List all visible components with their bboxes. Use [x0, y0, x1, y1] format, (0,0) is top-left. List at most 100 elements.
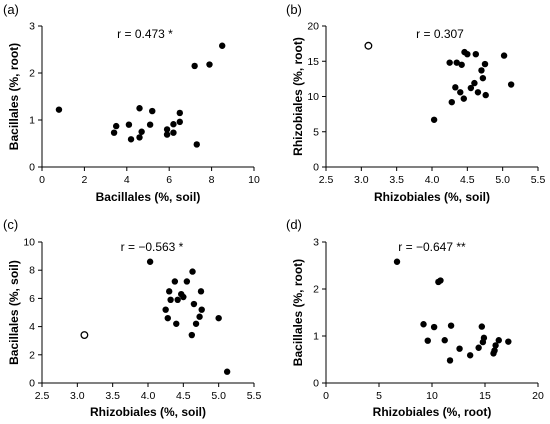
y-tick-label: 0	[313, 162, 319, 174]
data-point	[495, 337, 502, 344]
x-tick-label: 15	[479, 390, 491, 402]
data-point	[163, 126, 171, 133]
y-tick-label: 4	[29, 321, 35, 333]
data-point	[446, 59, 453, 66]
data-point	[163, 131, 171, 138]
data-point	[162, 306, 169, 313]
correlation-annotation: r = 0.307	[416, 27, 464, 41]
data-point	[198, 306, 205, 313]
data-point	[458, 61, 465, 68]
data-point	[191, 62, 198, 70]
data-point	[183, 278, 191, 285]
y-tick-label: 0	[313, 378, 319, 390]
x-tick-label: 5.0	[495, 174, 510, 186]
data-point	[170, 129, 177, 136]
y-tick-label: 10	[307, 91, 319, 103]
data-point	[447, 322, 455, 329]
y-axis-label: Bacillales (%, soil)	[7, 260, 21, 365]
data-point	[467, 84, 475, 92]
data-point	[430, 323, 438, 331]
x-tick-label: 4.5	[176, 390, 191, 402]
data-point	[479, 74, 487, 82]
x-axis-label: Rhizobiales (%, root)	[373, 405, 492, 419]
data-point	[176, 118, 183, 126]
data-point	[492, 342, 499, 349]
panel-label: (d)	[286, 217, 302, 232]
data-point	[393, 258, 401, 265]
x-tick-label: 2.5	[35, 390, 50, 402]
data-point	[174, 296, 181, 304]
data-point	[420, 321, 427, 328]
x-tick-label: 8	[209, 174, 215, 186]
panel-label: (b)	[286, 2, 302, 17]
data-point	[446, 357, 454, 364]
x-tick-label: 0	[323, 390, 329, 402]
data-point	[475, 344, 482, 351]
y-tick-label: 2	[313, 284, 319, 296]
x-tick-label: 3.5	[389, 174, 404, 186]
data-point	[146, 258, 154, 265]
x-tick-label: 10	[248, 174, 260, 186]
data-point	[167, 296, 174, 304]
data-point	[481, 60, 489, 68]
x-axis-label: Rhizobiales (%, soil)	[90, 405, 206, 419]
x-tick-label: 0	[39, 174, 45, 186]
x-tick-label: 5.5	[247, 390, 262, 402]
data-point	[505, 338, 512, 345]
outlier-point	[80, 331, 89, 340]
x-tick-label: 5	[376, 390, 382, 402]
data-point	[448, 98, 455, 106]
data-point	[189, 268, 196, 275]
x-tick-label: 20	[532, 390, 544, 402]
data-point	[456, 345, 463, 352]
outlier-point	[364, 41, 373, 50]
data-point	[197, 288, 205, 295]
data-point	[482, 91, 489, 99]
panel-label: (c)	[3, 217, 18, 232]
correlation-annotation: r = −0.563 *	[121, 240, 184, 254]
x-axis-label: Rhizobiales (%, soil)	[374, 190, 490, 204]
data-point	[125, 121, 133, 128]
data-point	[437, 277, 444, 284]
y-tick-label: 5	[313, 126, 319, 138]
y-tick-label: 1	[29, 115, 35, 127]
y-tick-label: 0	[29, 162, 35, 174]
data-point	[430, 116, 438, 123]
data-point	[491, 347, 498, 354]
data-point	[176, 109, 183, 117]
x-tick-label: 4.0	[141, 390, 156, 402]
x-tick-label: 2	[81, 174, 87, 186]
data-point	[192, 320, 200, 327]
y-tick-label: 15	[307, 56, 319, 68]
y-tick-label: 2	[29, 349, 35, 361]
y-tick-label: 3	[313, 237, 319, 249]
y-axis-label: Rhizobiales (%, root)	[291, 37, 305, 156]
chart-panel-c: 2.5 3.0 3.5 4.0 4.5 5.0 5.5 0 2 4 6 8 10 Rhizobiales …	[3, 217, 261, 419]
data-point	[460, 95, 467, 102]
data-point	[507, 81, 515, 88]
x-axis-label: Bacillales (%, soil)	[96, 190, 201, 204]
data-point	[164, 314, 171, 322]
x-tick-label: 4	[124, 174, 130, 186]
x-tick-label: 4.5	[460, 174, 475, 186]
data-point	[193, 141, 200, 148]
y-tick-label: 10	[23, 237, 35, 249]
x-tick-label: 3.0	[354, 174, 369, 186]
data-point	[170, 121, 177, 128]
data-point	[452, 84, 459, 91]
data-point	[166, 288, 173, 295]
data-point	[457, 89, 464, 96]
data-point	[478, 323, 486, 330]
data-point	[500, 52, 508, 59]
data-point	[180, 293, 187, 301]
y-tick-label: 1	[313, 331, 319, 343]
x-tick-label: 3.0	[70, 390, 85, 402]
data-point	[196, 313, 203, 320]
data-point	[188, 331, 196, 339]
data-point	[219, 42, 226, 49]
x-tick-label: 10	[426, 390, 438, 402]
data-point	[441, 337, 448, 344]
data-point	[136, 105, 143, 112]
data-point	[171, 278, 179, 285]
x-tick-label: 5.5	[531, 174, 546, 186]
